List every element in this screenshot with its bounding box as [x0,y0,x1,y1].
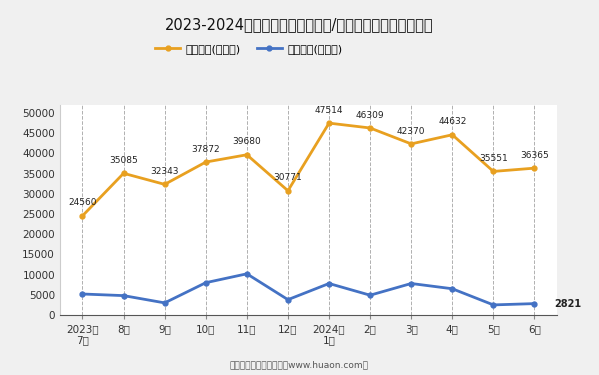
出口总额(万美元) [243,153,250,157]
Text: 37872: 37872 [192,145,220,154]
出口总额(万美元) [407,142,415,146]
Text: 制图：华经产业研究院（www.huaon.com）: 制图：华经产业研究院（www.huaon.com） [230,360,369,369]
出口总额(万美元) [325,121,332,125]
进口总额(万美元) [285,297,292,302]
进口总额(万美元) [325,281,332,286]
进口总额(万美元) [79,292,86,296]
Line: 出口总额(万美元): 出口总额(万美元) [80,121,537,218]
Text: 32343: 32343 [150,167,179,176]
Line: 进口总额(万美元): 进口总额(万美元) [80,272,537,308]
进口总额(万美元) [367,293,374,297]
进口总额(万美元) [531,302,538,306]
出口总额(万美元) [367,126,374,130]
进口总额(万美元) [202,280,210,285]
进口总额(万美元) [161,301,168,305]
Text: 35551: 35551 [479,154,508,163]
Text: 42370: 42370 [397,126,425,135]
Text: 46309: 46309 [356,111,385,120]
进口总额(万美元) [490,303,497,307]
Text: 2821: 2821 [554,298,581,309]
Text: 47514: 47514 [315,106,343,115]
出口总额(万美元) [285,189,292,193]
进口总额(万美元) [120,293,127,298]
出口总额(万美元) [202,160,210,164]
出口总额(万美元) [449,132,456,137]
出口总额(万美元) [120,171,127,176]
Text: 36365: 36365 [520,151,549,160]
Text: 39680: 39680 [232,137,261,146]
Text: 30771: 30771 [274,173,302,182]
Text: 35085: 35085 [109,156,138,165]
Legend: 出口总额(万美元), 进口总额(万美元): 出口总额(万美元), 进口总额(万美元) [155,44,342,54]
Text: 24560: 24560 [68,198,97,207]
进口总额(万美元) [449,286,456,291]
出口总额(万美元) [161,182,168,187]
Text: 44632: 44632 [438,117,467,126]
进口总额(万美元) [243,272,250,276]
Text: 2023-2024年安庆市（境内目的地/货源地）进、出口额统计: 2023-2024年安庆市（境内目的地/货源地）进、出口额统计 [165,17,434,32]
进口总额(万美元) [407,281,415,286]
出口总额(万美元) [490,169,497,174]
出口总额(万美元) [531,166,538,170]
出口总额(万美元) [79,214,86,218]
